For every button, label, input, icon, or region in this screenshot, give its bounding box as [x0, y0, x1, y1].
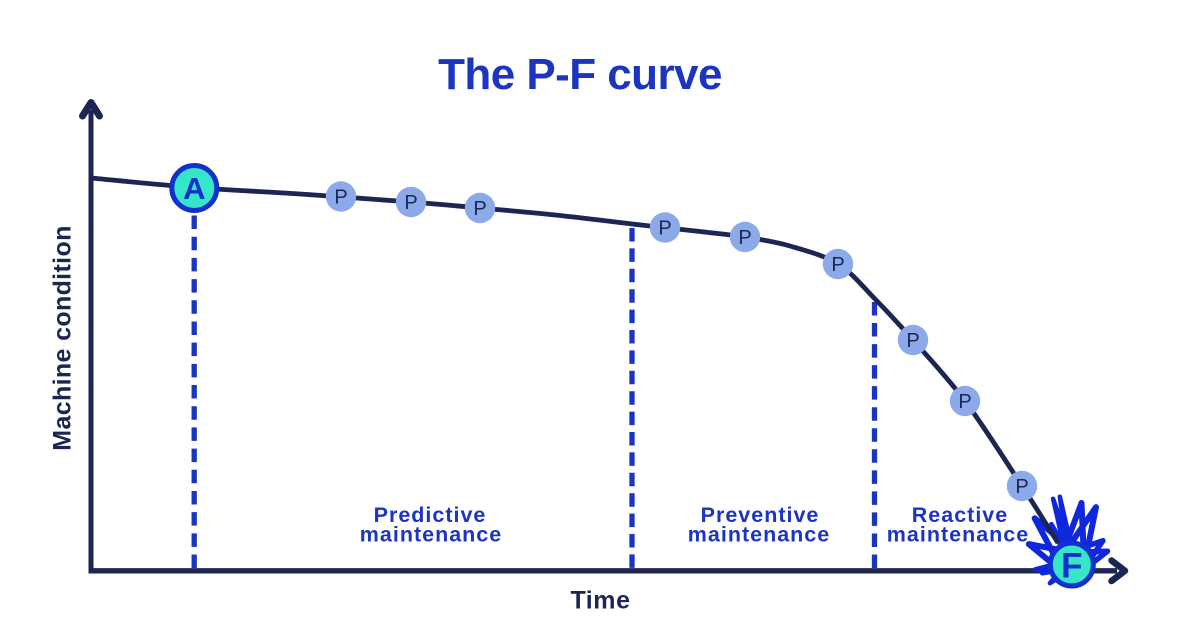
svg-text:The P-F curve: The P-F curve	[438, 50, 722, 99]
svg-text:P: P	[334, 187, 347, 209]
svg-text:Preventive: Preventive	[701, 503, 820, 527]
svg-text:Time: Time	[570, 587, 630, 615]
svg-text:P: P	[1015, 476, 1028, 498]
svg-text:P: P	[473, 198, 486, 220]
svg-text:maintenance: maintenance	[688, 523, 830, 547]
svg-text:P: P	[738, 227, 751, 249]
svg-text:A: A	[183, 171, 205, 206]
svg-text:P: P	[404, 192, 417, 214]
svg-text:Reactive: Reactive	[912, 503, 1008, 527]
svg-text:Machine condition: Machine condition	[49, 225, 77, 450]
svg-text:maintenance: maintenance	[887, 523, 1029, 547]
svg-text:maintenance: maintenance	[360, 523, 502, 547]
svg-text:F: F	[1061, 547, 1082, 586]
svg-text:Predictive: Predictive	[374, 503, 487, 527]
svg-text:P: P	[906, 330, 919, 352]
svg-text:P: P	[658, 218, 671, 240]
svg-text:P: P	[831, 254, 844, 276]
svg-text:P: P	[958, 391, 971, 413]
